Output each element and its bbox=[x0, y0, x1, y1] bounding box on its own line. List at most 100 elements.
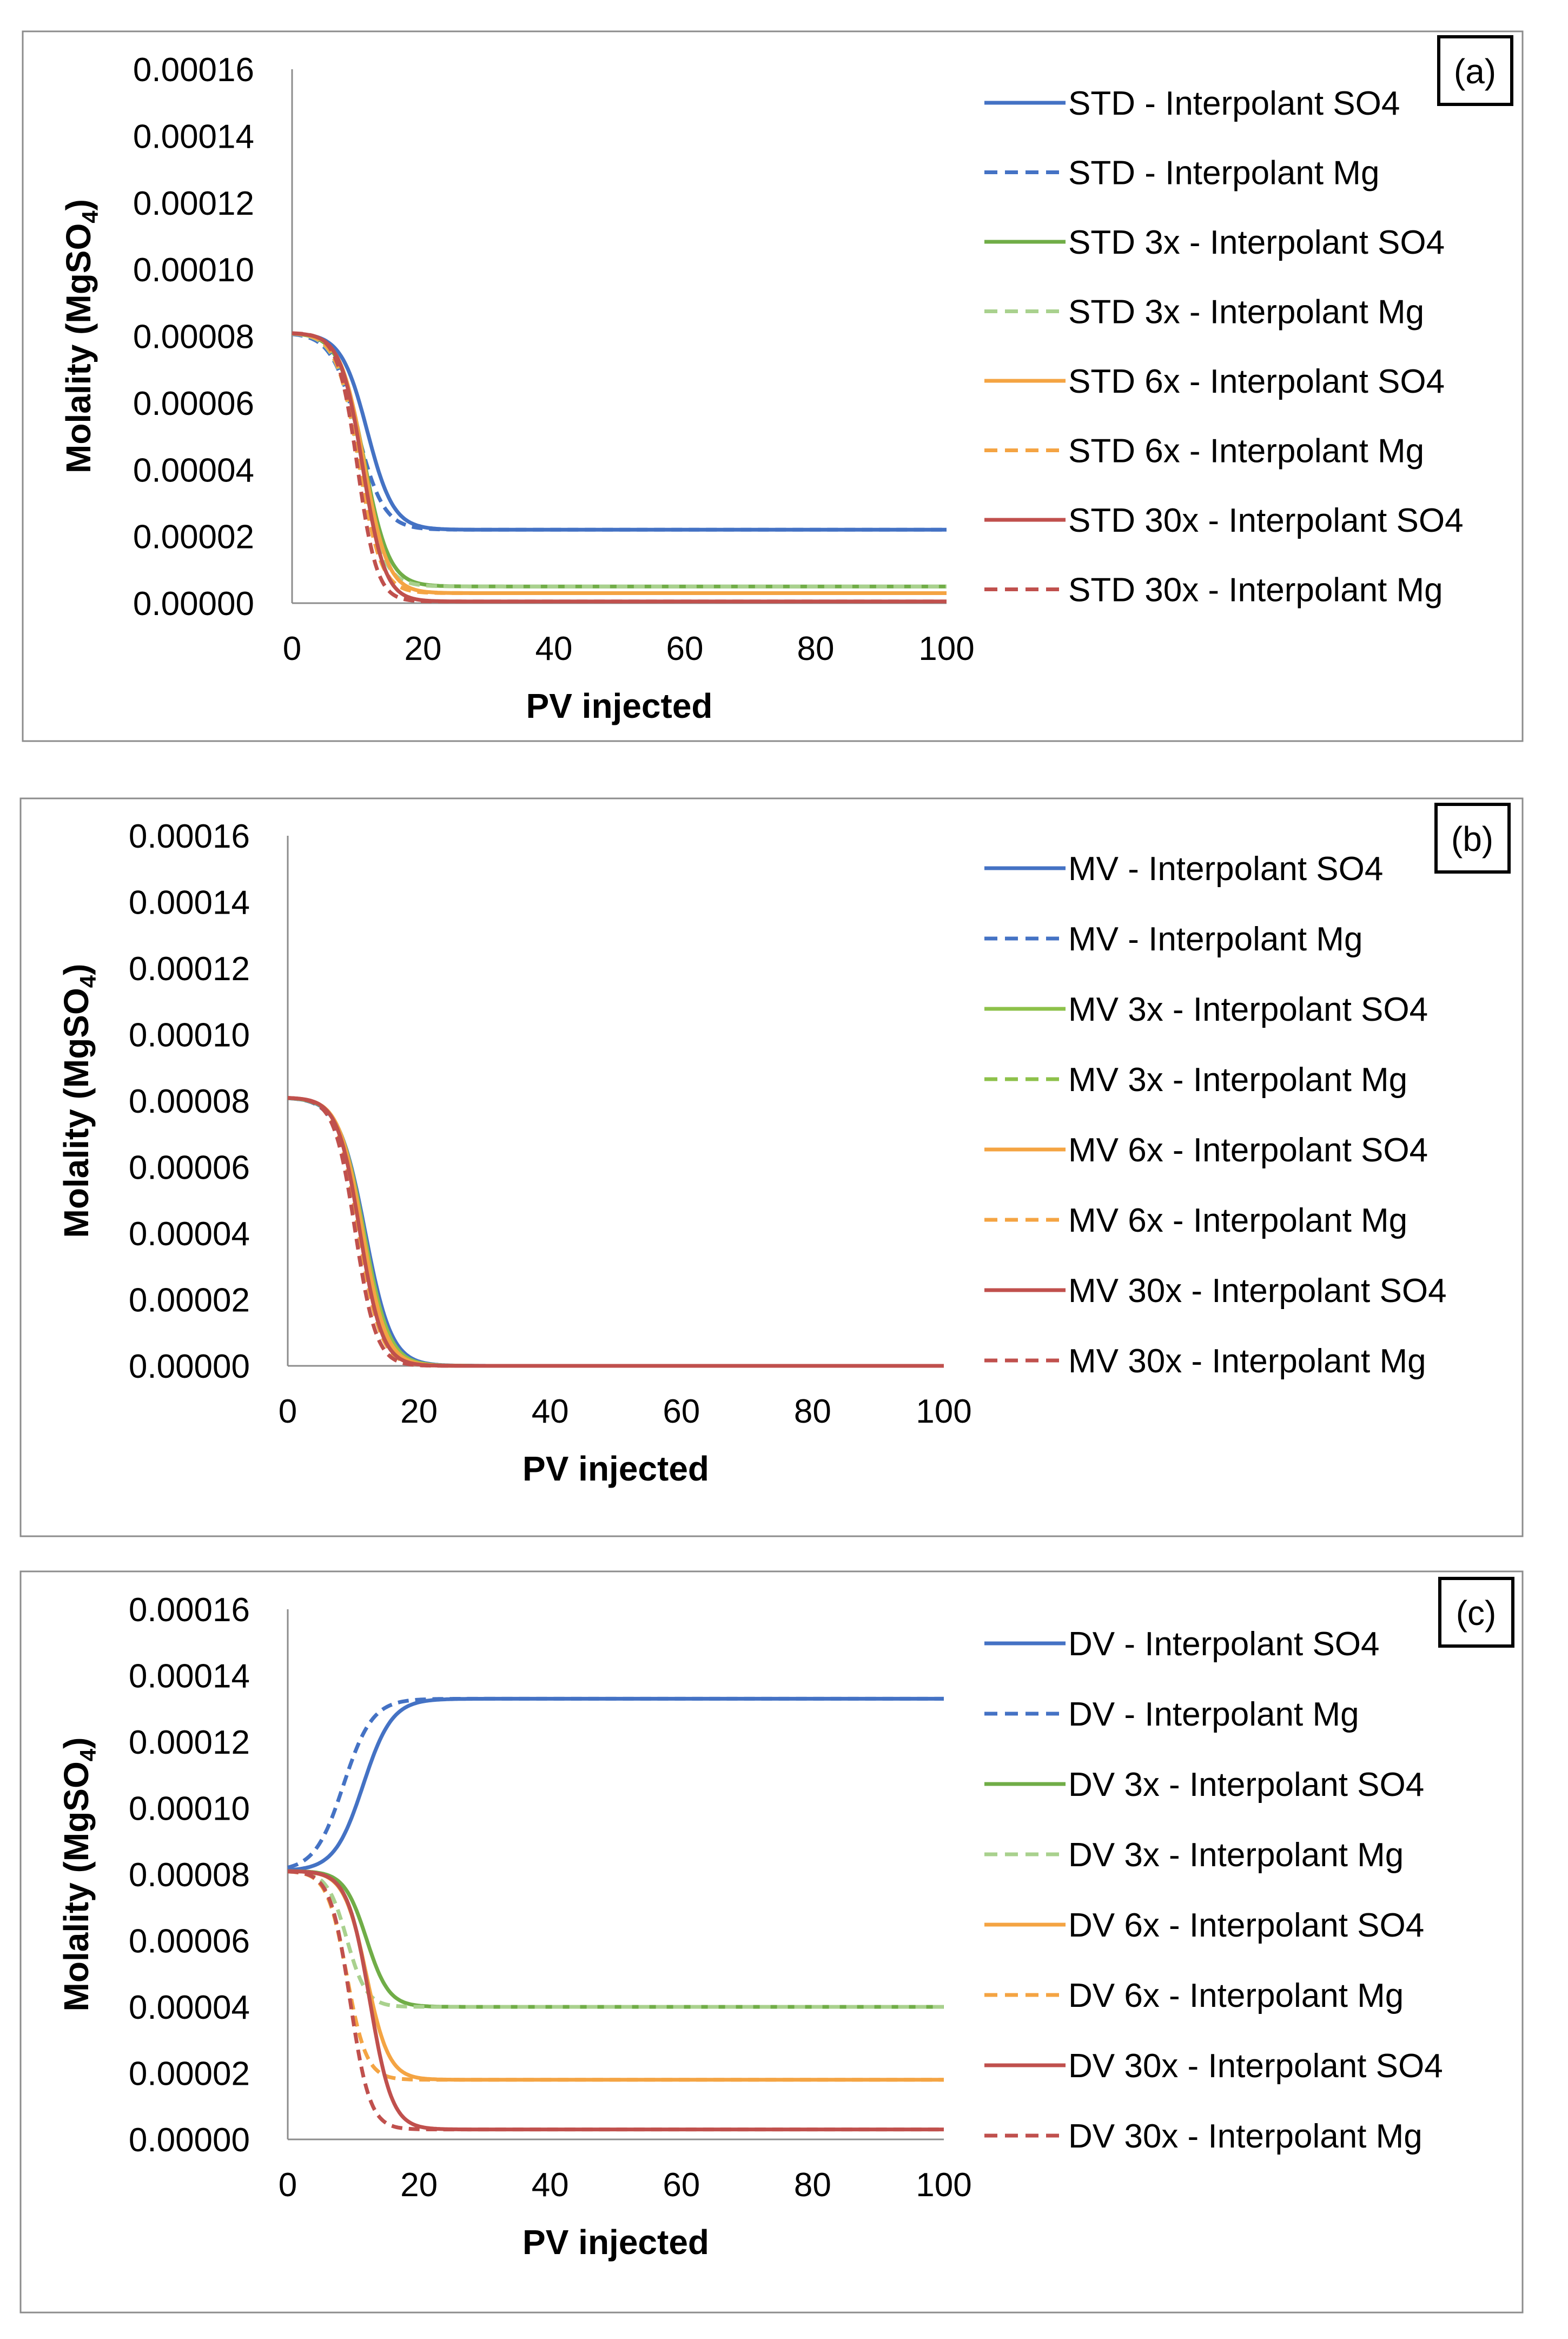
legend-item: DV 30x - Interpolant Mg bbox=[984, 2118, 1423, 2155]
y-tick-label: 0.00004 bbox=[129, 1215, 250, 1253]
y-tick-label: 0.00012 bbox=[129, 950, 250, 988]
panel-label: (a) bbox=[1454, 52, 1496, 91]
y-tick-label: 0.00004 bbox=[133, 452, 254, 489]
chart-panel-2: 0.00000 0.00002 0.00004 0.00006 0.00008 0.000… bbox=[19, 797, 1524, 1537]
series-line bbox=[287, 1869, 944, 2082]
panel-label: (b) bbox=[1451, 820, 1493, 858]
chart-panel-3: 0.00000 0.00002 0.00004 0.00006 0.00008 0.000… bbox=[19, 1570, 1524, 2314]
legend-item: MV 6x - Interpolant Mg bbox=[984, 1202, 1407, 1239]
legend-label: MV 3x - Interpolant SO4 bbox=[1068, 991, 1428, 1028]
y-tick-label: 0.00008 bbox=[129, 1083, 250, 1120]
legend-label: MV 3x - Interpolant Mg bbox=[1068, 1061, 1407, 1099]
legend-label: STD - Interpolant Mg bbox=[1068, 155, 1379, 192]
x-axis-title: PV injected bbox=[522, 1449, 709, 1488]
x-tick-label: 0 bbox=[283, 630, 301, 668]
y-tick-label: 0.00016 bbox=[129, 1591, 250, 1629]
panel-label: (c) bbox=[1456, 1594, 1497, 1633]
x-tick-label: 40 bbox=[532, 2166, 569, 2204]
legend-label: STD 30x - Interpolant SO4 bbox=[1068, 502, 1464, 539]
legend-item: MV 6x - Interpolant SO4 bbox=[984, 1132, 1428, 1169]
panel-frame bbox=[19, 797, 1524, 1537]
y-axis-title: Molality (MgSO4) bbox=[57, 964, 101, 1238]
series-line bbox=[287, 1096, 944, 1368]
y-tick-label: 0.00012 bbox=[129, 1724, 250, 1761]
legend-item: STD 6x - Interpolant Mg bbox=[984, 433, 1424, 470]
y-tick-label: 0.00006 bbox=[129, 1149, 250, 1187]
legend-label: DV 30x - Interpolant SO4 bbox=[1068, 2047, 1443, 2085]
legend-label: STD 3x - Interpolant Mg bbox=[1068, 294, 1424, 331]
x-tick-label: 80 bbox=[794, 2166, 831, 2204]
panel-frame bbox=[22, 30, 1524, 742]
legend-label: STD - Interpolant SO4 bbox=[1068, 85, 1400, 122]
x-tick-label: 100 bbox=[918, 630, 974, 668]
x-tick-label: 40 bbox=[532, 1393, 569, 1430]
legend-item: DV 6x - Interpolant Mg bbox=[984, 1977, 1404, 2014]
y-tick-label: 0.00002 bbox=[133, 519, 254, 556]
series-line bbox=[287, 1869, 944, 2009]
legend-item: MV 30x - Interpolant SO4 bbox=[984, 1272, 1447, 1310]
legend-label: DV - Interpolant SO4 bbox=[1068, 1626, 1380, 1663]
legend-item: DV - Interpolant SO4 bbox=[984, 1626, 1380, 1663]
y-tick-label: 0.00010 bbox=[129, 1017, 250, 1054]
x-tick-label: 20 bbox=[400, 2166, 438, 2204]
series-line bbox=[287, 1869, 944, 2132]
legend-item: STD 6x - Interpolant SO4 bbox=[984, 363, 1445, 400]
legend-label: DV 30x - Interpolant Mg bbox=[1068, 2118, 1423, 2155]
y-tick-label: 0.00008 bbox=[129, 1856, 250, 1894]
y-axis-title: Molality (MgSO4) bbox=[59, 199, 103, 473]
panel-label-box bbox=[1437, 35, 1513, 106]
y-tick-label: 0.00014 bbox=[129, 1658, 250, 1695]
y-tick-label: 0.00016 bbox=[133, 51, 254, 89]
y-axis-title: Molality (MgSO4) bbox=[57, 1737, 101, 2012]
x-tick-label: 80 bbox=[797, 630, 835, 668]
legend-label: DV 3x - Interpolant SO4 bbox=[1068, 1766, 1424, 1803]
series-line bbox=[292, 332, 947, 595]
x-tick-label: 60 bbox=[666, 630, 704, 668]
y-tick-label: 0.00000 bbox=[129, 1348, 250, 1385]
legend-item: STD - Interpolant SO4 bbox=[984, 85, 1400, 122]
legend-item: DV 6x - Interpolant SO4 bbox=[984, 1907, 1424, 1944]
x-axis-title: PV injected bbox=[522, 2223, 709, 2262]
y-tick-label: 0.00014 bbox=[133, 118, 254, 155]
y-tick-label: 0.00006 bbox=[133, 385, 254, 422]
legend-label: MV 30x - Interpolant Mg bbox=[1068, 1343, 1426, 1380]
x-tick-label: 40 bbox=[535, 630, 573, 668]
legend-item: DV 3x - Interpolant SO4 bbox=[984, 1766, 1424, 1803]
panel-label-box bbox=[1434, 803, 1511, 874]
legend-item: DV - Interpolant Mg bbox=[984, 1696, 1359, 1733]
legend-label: DV - Interpolant Mg bbox=[1068, 1696, 1359, 1733]
legend-label: MV - Interpolant SO4 bbox=[1068, 850, 1383, 888]
legend-item: MV 30x - Interpolant Mg bbox=[984, 1343, 1426, 1380]
legend-item: STD 3x - Interpolant SO4 bbox=[984, 224, 1445, 261]
y-tick-label: 0.00002 bbox=[129, 1282, 250, 1319]
legend-item: DV 3x - Interpolant Mg bbox=[984, 1836, 1404, 1874]
legend-label: MV 6x - Interpolant Mg bbox=[1068, 1202, 1407, 1239]
y-tick-label: 0.00000 bbox=[129, 2122, 250, 2159]
x-tick-label: 60 bbox=[663, 1393, 700, 1430]
y-tick-label: 0.00000 bbox=[133, 585, 254, 623]
legend-item: MV 3x - Interpolant Mg bbox=[984, 1061, 1407, 1099]
y-tick-label: 0.00012 bbox=[133, 185, 254, 222]
x-tick-label: 60 bbox=[663, 2166, 700, 2204]
x-tick-label: 20 bbox=[405, 630, 442, 668]
x-tick-label: 0 bbox=[279, 2166, 297, 2204]
series-line bbox=[292, 332, 947, 532]
series-line bbox=[292, 331, 947, 604]
legend-item: DV 30x - Interpolant SO4 bbox=[984, 2047, 1443, 2085]
y-tick-label: 0.00002 bbox=[129, 2056, 250, 2093]
legend-label: STD 30x - Interpolant Mg bbox=[1068, 572, 1443, 609]
series-line bbox=[292, 332, 947, 589]
y-tick-label: 0.00016 bbox=[129, 818, 250, 855]
legend-item: STD - Interpolant Mg bbox=[984, 155, 1379, 192]
x-tick-label: 0 bbox=[279, 1393, 297, 1430]
legend-label: MV 30x - Interpolant SO4 bbox=[1068, 1272, 1447, 1310]
x-tick-label: 100 bbox=[916, 2166, 971, 2204]
y-tick-label: 0.00010 bbox=[133, 252, 254, 289]
legend-item: STD 3x - Interpolant Mg bbox=[984, 294, 1424, 331]
legend-item: MV - Interpolant Mg bbox=[984, 921, 1362, 958]
panel-label-box bbox=[1438, 1577, 1514, 1648]
x-tick-label: 80 bbox=[794, 1393, 831, 1430]
legend-label: STD 6x - Interpolant Mg bbox=[1068, 433, 1424, 470]
legend-label: MV 6x - Interpolant SO4 bbox=[1068, 1132, 1428, 1169]
